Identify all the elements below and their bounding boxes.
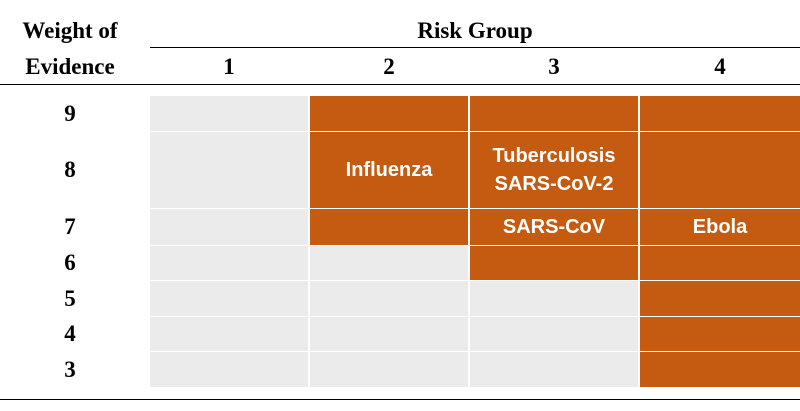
cell [310,352,468,387]
group-rule [150,47,800,48]
cell [150,281,308,316]
cell [640,96,800,131]
cell [640,352,800,387]
cell: SARS-CoV [470,209,638,245]
corner-line: Weight of [22,18,118,43]
cell [310,96,468,131]
cell-text: SARS-CoV [502,216,606,238]
header-rule [0,84,800,85]
column-number: 3 [548,54,560,79]
cell [150,352,308,387]
cell [470,352,638,387]
cell [150,132,308,208]
cell [310,246,468,280]
cell [470,96,638,131]
cell [470,246,638,280]
cell-text: Tuberculosis [492,145,616,167]
cell-text: SARS-CoV-2 [494,173,614,195]
cell-text: Influenza [345,159,433,181]
cell: Influenza [310,132,468,208]
cell [640,246,800,280]
cell [640,281,800,316]
cell [470,281,638,316]
cell [310,209,468,245]
cell: Ebola [640,209,800,245]
column-number: 2 [383,54,395,79]
cell [310,317,468,351]
cell [150,209,308,245]
column-number: 4 [714,54,726,79]
cell [310,281,468,316]
cell [470,317,638,351]
cell [150,96,308,131]
row-label: 8 [64,157,76,182]
bottom-rule [0,399,800,400]
column-number: 1 [223,54,235,79]
row-label: 6 [64,250,76,275]
row-label: 3 [64,357,76,382]
row-label: 9 [64,101,76,126]
cell [640,132,800,208]
cell [640,317,800,351]
cell [150,246,308,280]
row-label: 5 [64,286,76,311]
row-label: 7 [64,214,76,239]
row-label: 4 [64,321,76,346]
cell [150,317,308,351]
group-title: Risk Group [417,18,533,43]
corner-line: Evidence [25,54,115,79]
cell: Tuberculosis SARS-CoV-2 [470,132,638,208]
cell-text: Ebola [692,216,748,238]
